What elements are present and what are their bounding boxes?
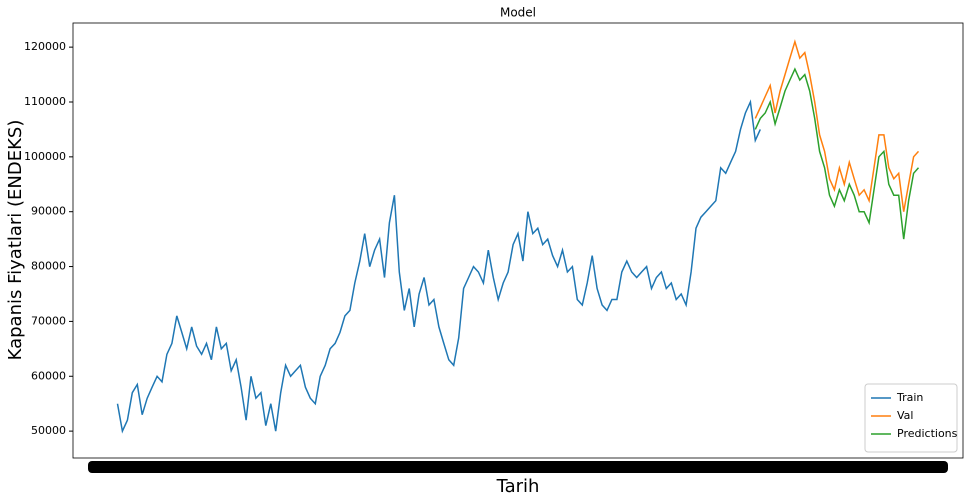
y-tick-label: 70000 [31, 314, 66, 327]
y-tick-label: 50000 [31, 424, 66, 437]
y-tick-label: 60000 [31, 369, 66, 382]
x-axis-label: Tarih [496, 476, 540, 497]
y-tick-label: 100000 [24, 150, 66, 163]
y-tick-label: 90000 [31, 205, 66, 218]
x-tick-label-overlap [88, 461, 948, 473]
series-line [754, 39, 920, 212]
plot-frame [72, 22, 964, 459]
series-line [116, 99, 761, 434]
y-tick-label: 80000 [31, 260, 66, 273]
series-line [754, 67, 920, 240]
legend-box [864, 383, 958, 453]
y-tick-label: 110000 [24, 95, 66, 108]
y-axis-label: Kapanis Fiyatlari (ENDEKS) [5, 120, 26, 361]
legend-label: Val [897, 409, 913, 422]
chart-title: Model [500, 6, 536, 20]
y-tick-label: 120000 [24, 40, 66, 53]
legend-label: Predictions [897, 427, 958, 440]
legend-label: Train [896, 391, 923, 404]
